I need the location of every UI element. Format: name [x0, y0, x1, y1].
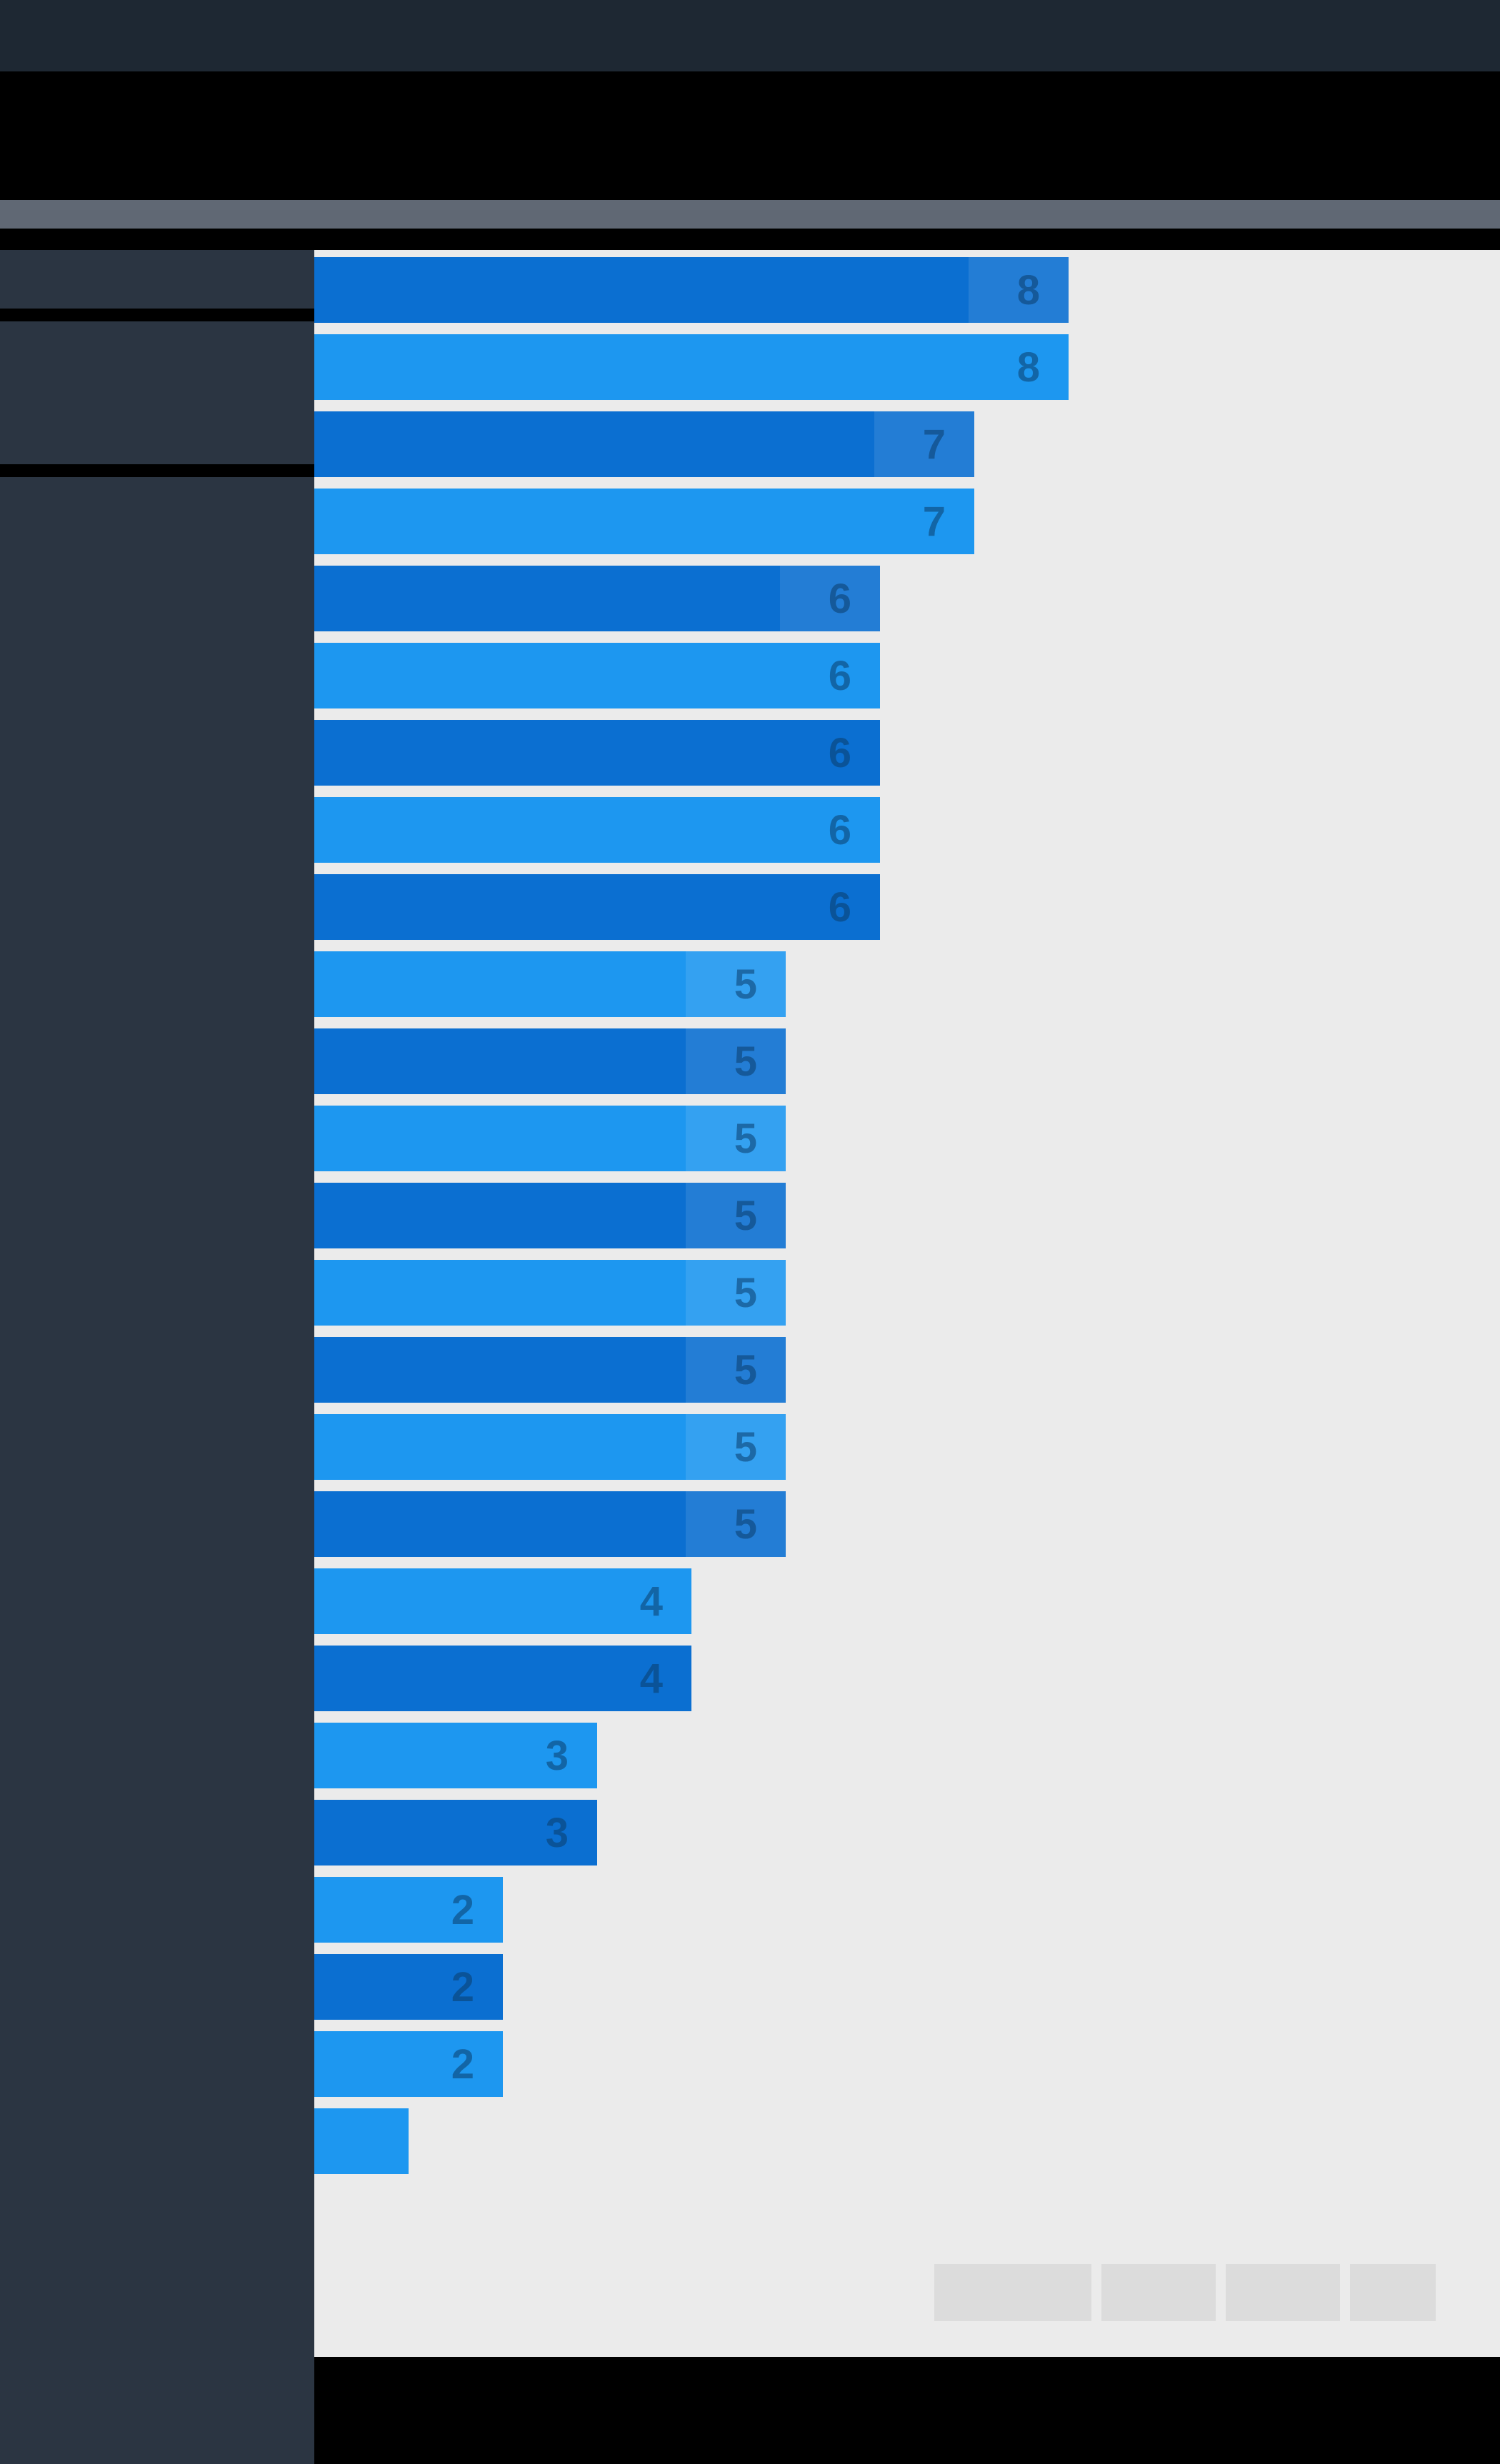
bar-row: 8: [314, 334, 1500, 400]
bar-chart: 8 8 7 7 6 6 6 6 6 5 5 5 5 5 5 5 5 4 4 3 3 2 2 2: [314, 257, 1500, 2185]
bar-value-label: 6: [829, 652, 851, 700]
bar-row: 7: [314, 489, 1500, 554]
bar-value-label: 6: [829, 806, 851, 854]
bar-value-label: 7: [923, 421, 946, 469]
bar-value-label: 7: [923, 498, 946, 546]
bar[interactable]: 7: [314, 411, 974, 477]
bar[interactable]: 5: [314, 1028, 786, 1094]
bar[interactable]: 5: [314, 1337, 786, 1403]
bar-row: 7: [314, 411, 1500, 477]
bar-row: 6: [314, 874, 1500, 940]
header-band: [0, 0, 1500, 71]
bar[interactable]: 8: [314, 257, 1069, 323]
bar[interactable]: 2: [314, 2031, 503, 2097]
bar-value-label: 5: [734, 1038, 757, 1086]
bar[interactable]: 6: [314, 874, 880, 940]
bar-value-label: 3: [546, 1732, 569, 1780]
bar-row: 8: [314, 257, 1500, 323]
bar[interactable]: 2: [314, 1877, 503, 1943]
bar-row: 6: [314, 720, 1500, 786]
bar-row: [314, 2108, 1500, 2174]
bar-value-label: 5: [734, 1269, 757, 1317]
sidebar-divider: [0, 309, 314, 321]
bar[interactable]: 6: [314, 643, 880, 708]
bar[interactable]: 4: [314, 1568, 691, 1634]
bar[interactable]: 5: [314, 1260, 786, 1326]
bar-value-label: 2: [451, 1886, 474, 1934]
bar[interactable]: 4: [314, 1646, 691, 1711]
bar-row: 2: [314, 2031, 1500, 2097]
bar[interactable]: 8: [314, 334, 1069, 400]
pager-box[interactable]: [1350, 2264, 1436, 2321]
bar[interactable]: 5: [314, 951, 786, 1017]
bar[interactable]: 3: [314, 1800, 597, 1865]
bar-row: 6: [314, 566, 1500, 631]
bar[interactable]: 5: [314, 1106, 786, 1171]
pager-box[interactable]: [1101, 2264, 1216, 2321]
bar-value-label: 8: [1017, 344, 1040, 391]
pagination[interactable]: [934, 2264, 1436, 2321]
bar-value-label: 5: [734, 961, 757, 1008]
bar[interactable]: 6: [314, 566, 880, 631]
bar-value-label: 6: [829, 729, 851, 777]
bar-row: 2: [314, 1877, 1500, 1943]
bar-value-label: 4: [640, 1578, 663, 1626]
bar-value-label: 2: [451, 1963, 474, 2011]
bar-value-label: 6: [829, 883, 851, 931]
bar-row: 3: [314, 1723, 1500, 1788]
bar[interactable]: [314, 2108, 409, 2174]
bar[interactable]: 3: [314, 1723, 597, 1788]
bar-row: 6: [314, 797, 1500, 863]
bar-value-label: 5: [734, 1192, 757, 1240]
bar-value-label: 5: [734, 1346, 757, 1394]
bar-row: 4: [314, 1646, 1500, 1711]
bar[interactable]: 5: [314, 1414, 786, 1480]
bar-row: 5: [314, 1028, 1500, 1094]
bar[interactable]: 7: [314, 489, 974, 554]
bar[interactable]: 6: [314, 720, 880, 786]
bar-value-label: 2: [451, 2040, 474, 2088]
pager-box[interactable]: [934, 2264, 1091, 2321]
bar[interactable]: 5: [314, 1491, 786, 1557]
sidebar-divider: [0, 464, 314, 477]
bar-value-label: 6: [829, 575, 851, 623]
bar-row: 5: [314, 1183, 1500, 1248]
bar-row: 4: [314, 1568, 1500, 1634]
bar[interactable]: 5: [314, 1183, 786, 1248]
sidebar-panel: [0, 250, 314, 2464]
bar-row: 3: [314, 1800, 1500, 1865]
bar[interactable]: 2: [314, 1954, 503, 2020]
bar-row: 5: [314, 951, 1500, 1017]
bar-row: 5: [314, 1337, 1500, 1403]
bar-value-label: 8: [1017, 266, 1040, 314]
bar-row: 5: [314, 1260, 1500, 1326]
bar-row: 5: [314, 1491, 1500, 1557]
pager-box[interactable]: [1226, 2264, 1340, 2321]
bar-value-label: 5: [734, 1115, 757, 1163]
bar-row: 6: [314, 643, 1500, 708]
bar-value-label: 5: [734, 1501, 757, 1548]
page-root: 8 8 7 7 6 6 6 6 6 5 5 5 5 5 5 5 5 4 4 3 3 2 2 2: [0, 0, 1500, 2464]
bar-value-label: 4: [640, 1655, 663, 1703]
bar-row: 2: [314, 1954, 1500, 2020]
bar[interactable]: 6: [314, 797, 880, 863]
bar-row: 5: [314, 1106, 1500, 1171]
bar-row: 5: [314, 1414, 1500, 1480]
subheader-strip: [0, 200, 1500, 229]
bar-value-label: 3: [546, 1809, 569, 1857]
bar-value-label: 5: [734, 1423, 757, 1471]
